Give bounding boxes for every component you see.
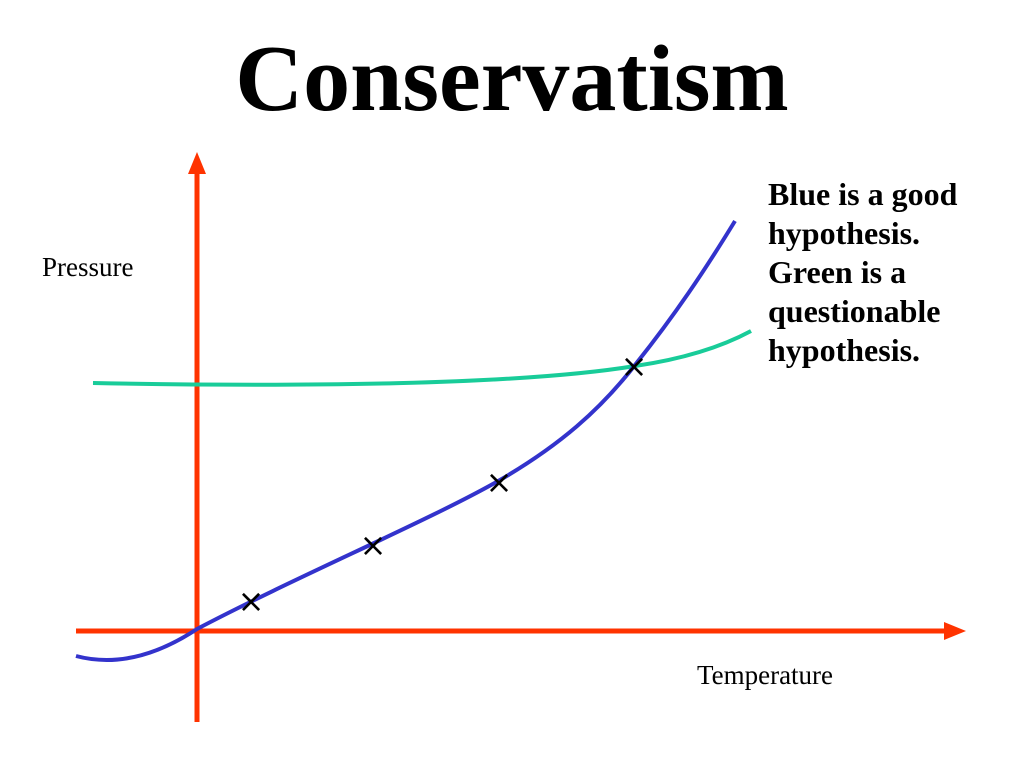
y-axis-label: Pressure bbox=[42, 252, 134, 282]
note-line: questionable bbox=[768, 293, 941, 329]
good-hypothesis-curve bbox=[75, 219, 737, 662]
note-line: hypothesis. bbox=[768, 215, 921, 251]
slide-title: Conservatism bbox=[235, 27, 789, 131]
data-point: × bbox=[360, 526, 387, 564]
x-axis-arrowhead bbox=[944, 622, 966, 640]
note-line: Blue is a good bbox=[768, 176, 958, 212]
hypothesis-note: Blue is a good hypothesis. Green is a qu… bbox=[768, 175, 1018, 370]
note-line: hypothesis. bbox=[768, 332, 921, 368]
y-axis-arrowhead bbox=[188, 152, 206, 174]
data-point: × bbox=[486, 463, 513, 501]
note-line: Green is a bbox=[768, 254, 907, 290]
questionable-hypothesis-curve bbox=[92, 329, 752, 387]
data-point: × bbox=[238, 582, 265, 620]
observed-data-points: × × × × bbox=[238, 347, 648, 620]
data-point: × bbox=[621, 347, 648, 385]
x-axis-label: Temperature bbox=[697, 660, 834, 690]
